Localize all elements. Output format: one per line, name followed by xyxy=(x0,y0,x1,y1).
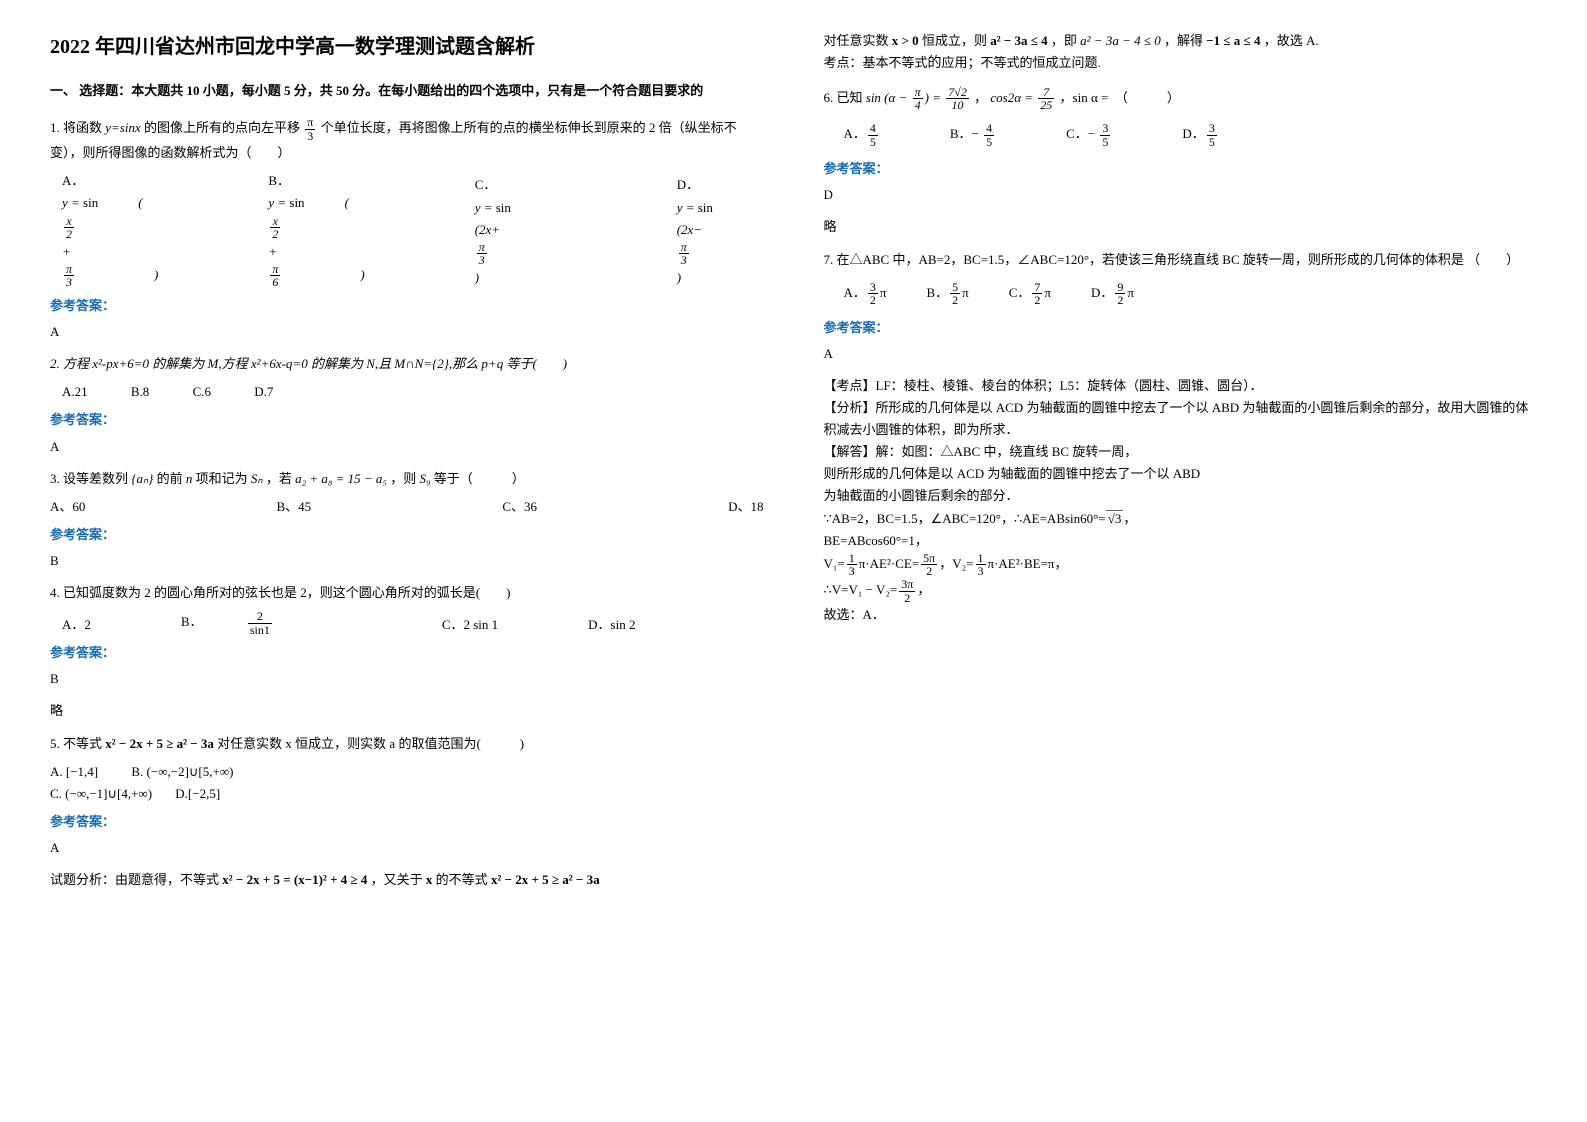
q2-opt-d: D.7 xyxy=(254,381,273,403)
q7-opt-d: D．92π xyxy=(1091,281,1134,307)
q7-calc1: ∵AB=2，BC=1.5，∠ABC=120°，∴AE=ABsin60°=√3， xyxy=(824,508,1538,530)
q5-opt-c: C. (−∞,−1]∪[4,+∞) xyxy=(50,786,152,801)
q3-options: A、60 B、45 C、36 D、18 xyxy=(50,496,764,518)
question-4: 4. 已知弧度数为 2 的圆心角所对的弦长也是 2，则这个圆心角所对的弧长是( … xyxy=(50,582,764,604)
q1-opt-d: D． y = sin(2x−π3) xyxy=(677,174,809,289)
q7-jieda2: 则所形成的几何体是以 ACD 为轴截面的圆锥中挖去了一个以 ABD xyxy=(824,463,1538,485)
q2-options: A.21 B.8 C.6 D.7 xyxy=(62,381,764,403)
q6-options: A．45 B．− 45 C．− 35 D．35 xyxy=(844,122,1538,148)
q6-opt-d: D．35 xyxy=(1182,122,1218,148)
q2-stem: 2. 方程 x²-px+6=0 的解集为 M,方程 x²+6x-q=0 的解集为… xyxy=(50,356,567,371)
q6-ans: D xyxy=(824,184,1538,206)
q3-d: ，若 xyxy=(266,471,295,486)
question-1: 1. 将函数 y=sinx 的图像上所有的点向左平移 π 3 个单位长度，再将图… xyxy=(50,116,764,164)
question-7: 7. 在△ABC 中，AB=2，BC=1.5，∠ABC=120°，若使该三角形绕… xyxy=(824,249,1538,271)
q7-opt-a: A．32π xyxy=(844,281,887,307)
q6-ans-label: 参考答案： xyxy=(824,158,1538,180)
q7-ans-label: 参考答案： xyxy=(824,317,1538,339)
q3-opt-b: B、45 xyxy=(277,496,312,518)
q3-opt-a: A、60 xyxy=(50,496,85,518)
q4-ans: B xyxy=(50,668,764,690)
q1-func: y=sinx xyxy=(105,120,140,135)
q1-ans-label: 参考答案： xyxy=(50,295,764,317)
q2-ans-label: 参考答案： xyxy=(50,409,764,431)
q4-options: A．2 B． 2sin1 C．2 sin 1 D．sin 2 xyxy=(62,610,764,636)
q1-stem-b: 的图像上所有的点向左平移 xyxy=(144,120,303,135)
question-2: 2. 方程 x²-px+6=0 的解集为 M,方程 x²+6x-q=0 的解集为… xyxy=(50,353,764,375)
q4-ans-label: 参考答案： xyxy=(50,642,764,664)
q5-ans-label: 参考答案： xyxy=(50,811,764,833)
q5-options: A. [−1,4] B. (−∞,−2]∪[5,+∞) C. (−∞,−1]∪[… xyxy=(50,761,764,805)
q2-ans: A xyxy=(50,436,764,458)
q3-a: 3. 设等差数列 xyxy=(50,471,128,486)
q5-opt-d: D.[−2,5] xyxy=(175,786,220,801)
q6-extra: 略 xyxy=(824,216,1538,238)
q3-c: 项和记为 xyxy=(196,471,251,486)
q4-opt-a: A．2 xyxy=(62,614,91,636)
q7-volumes: V₁=13π·AE²·CE=5π2，V₂=13π·AE²·BE=π， xyxy=(824,552,1538,578)
q7-kaodian: 【考点】LF：棱柱、棱锥、棱台的体积；L5：旋转体（圆柱、圆锥、圆台）． xyxy=(824,375,1538,397)
q7-jieda1: 【解答】解：如图：△ABC 中，绕直线 BC 旋转一周， xyxy=(824,441,1538,463)
q4-opt-b: B． 2sin1 xyxy=(181,610,352,636)
q5-ineq: x² − 2x + 5 ≥ a² − 3a xyxy=(105,736,214,751)
q6-opt-b: B．− 45 xyxy=(950,122,996,148)
q5-kaodian: 考点：基本不等式的应用；不等式的恒成立问题. xyxy=(824,52,1538,76)
question-5: 5. 不等式 x² − 2x + 5 ≥ a² − 3a 对任意实数 x 恒成立… xyxy=(50,733,764,755)
q1-opt-a: A． y = sin(x2+π3) xyxy=(62,170,198,289)
q1-options: A． y = sin(x2+π3) B． y = sin(x2+π6) C． y… xyxy=(62,170,764,289)
q4-extra: 略 xyxy=(50,700,764,722)
question-3: 3. 设等差数列 {aₙ} 的前 n 项和记为 Sₙ ，若 a₂ + a₈ = … xyxy=(50,468,764,490)
q2-opt-c: C.6 xyxy=(193,381,211,403)
q5-opt-a: A. [−1,4] xyxy=(50,764,98,779)
q2-opt-a: A.21 xyxy=(62,381,88,403)
q6-opt-c: C．− 35 xyxy=(1066,122,1112,148)
q6-opt-a: A．45 xyxy=(844,122,880,148)
q7-guxuan: 故选：A． xyxy=(824,604,1538,626)
q5-opt-b: B. (−∞,−2]∪[5,+∞) xyxy=(131,764,233,779)
q7-opt-b: B．52π xyxy=(926,281,968,307)
q7-calc2: BE=ABcos60°=1， xyxy=(824,530,1538,552)
q2-opt-b: B.8 xyxy=(131,381,149,403)
q1-stem-a: 1. 将函数 xyxy=(50,120,105,135)
q7-ans: A xyxy=(824,343,1538,365)
q7-opt-c: C．72π xyxy=(1009,281,1051,307)
q7-options: A．32π B．52π C．72π D．92π xyxy=(844,281,1538,307)
section-intro: 一、 选择题：本大题共 10 小题，每小题 5 分，共 50 分。在每小题给出的… xyxy=(50,80,764,102)
q5-b: 对任意实数 x 恒成立，则实数 a 的取值范围为( ) xyxy=(217,736,524,751)
q5-ans: A xyxy=(50,837,764,859)
q3-f: 等于（ ） xyxy=(434,471,525,486)
q3-b: 的前 xyxy=(157,471,186,486)
q4-opt-d: D．sin 2 xyxy=(588,614,635,636)
q3-ans: B xyxy=(50,550,764,572)
q7-final: ∴V=V₁ − V₂=3π2， xyxy=(824,578,1538,604)
q3-e: ，则 xyxy=(390,471,419,486)
q3-opt-c: C、36 xyxy=(502,496,537,518)
q1-shift-frac: π 3 xyxy=(305,116,315,142)
page-title: 2022 年四川省达州市回龙中学高一数学理测试题含解析 xyxy=(50,30,764,64)
q1-opt-b: B． y = sin(x2+π6) xyxy=(268,170,404,289)
q3-ans-label: 参考答案： xyxy=(50,524,764,546)
q5-a: 5. 不等式 xyxy=(50,736,105,751)
q4-opt-c: C．2 sin 1 xyxy=(442,614,498,636)
q1-ans: A xyxy=(50,321,764,343)
q5-explain-line1: 试题分析：由题意得，不等式 x² − 2x + 5 = (x−1)² + 4 ≥… xyxy=(50,869,764,891)
question-6: 6. 已知 sin (α − π4) = 7√210 ， cos2α = 725… xyxy=(824,86,1538,112)
q1-opt-c: C． y = sin(2x+π3) xyxy=(475,174,607,289)
q3-opt-d: D、18 xyxy=(728,496,763,518)
q7-jieda3: 为轴截面的小圆锥后剩余的部分． xyxy=(824,485,1538,507)
q5-explain-line2: 对任意实数 x > 0 恒成立，则 a² − 3a ≤ 4 ，即 a² − 3a… xyxy=(824,30,1538,52)
q7-fenxi: 【分析】所形成的几何体是以 ACD 为轴截面的圆锥中挖去了一个以 ABD 为轴截… xyxy=(824,397,1538,441)
